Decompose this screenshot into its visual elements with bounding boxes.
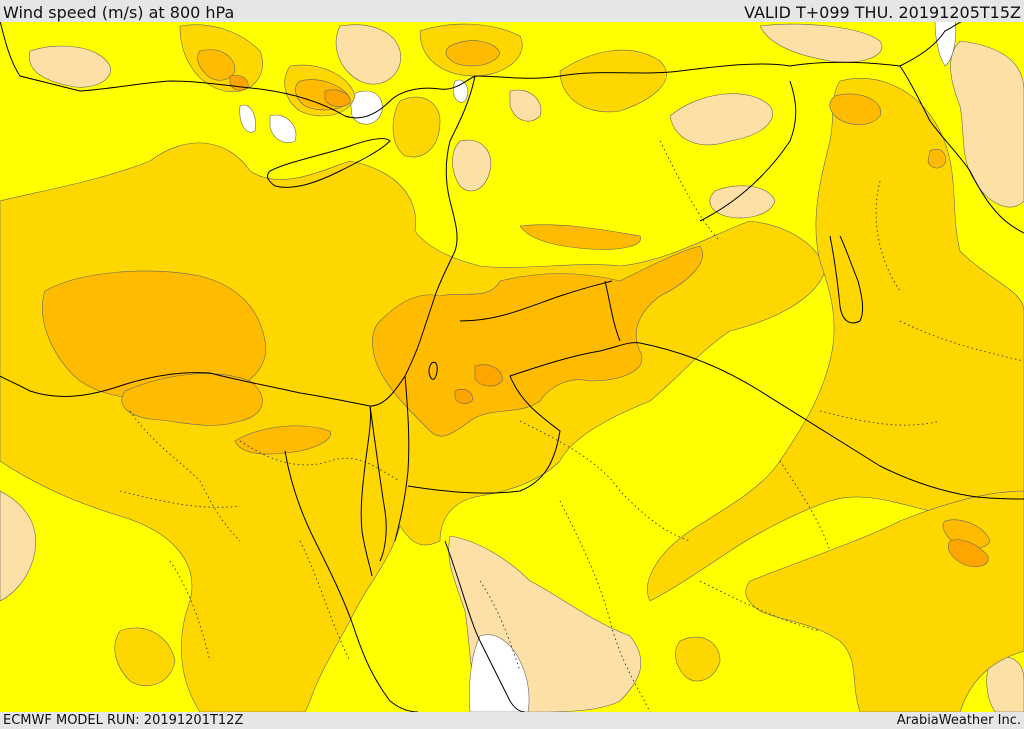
valid-time: VALID T+099 THU. 20191205T15Z — [744, 3, 1021, 22]
model-run: ECMWF MODEL RUN: 20191201T12Z — [3, 713, 244, 728]
map-title: Wind speed (m/s) at 800 hPa — [3, 3, 235, 22]
map-header: Wind speed (m/s) at 800 hPa VALID T+099 … — [0, 0, 1024, 22]
map-footer: ECMWF MODEL RUN: 20191201T12Z ArabiaWeat… — [0, 712, 1024, 729]
province-borders — [119, 140, 1024, 712]
credit-label: ArabiaWeather Inc. — [896, 713, 1021, 728]
country-borders — [0, 21, 1024, 712]
strong-wind-regions — [42, 40, 991, 550]
wind-speed-map — [0, 21, 1024, 712]
very-strong-wind-cores — [229, 74, 989, 567]
calm-regions — [239, 21, 957, 712]
